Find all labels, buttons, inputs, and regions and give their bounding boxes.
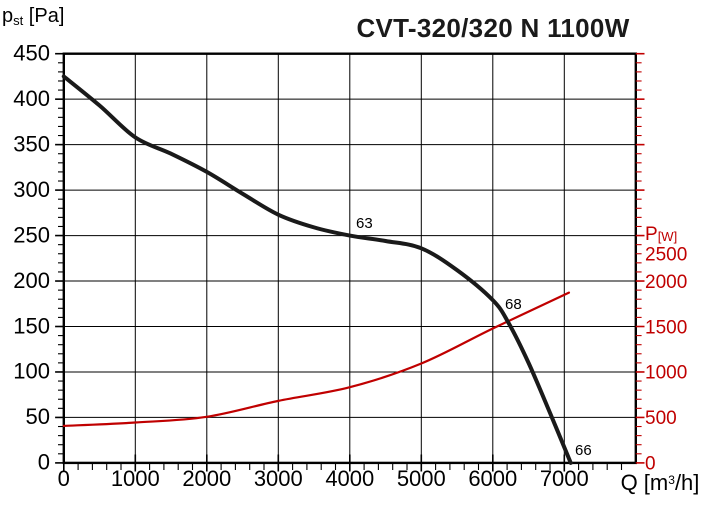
svg-text:CVT-320/320 N 1100W: CVT-320/320 N 1100W <box>356 13 629 43</box>
svg-text:2000: 2000 <box>182 466 231 491</box>
svg-text:0: 0 <box>38 450 50 475</box>
svg-text:250: 250 <box>13 222 50 247</box>
svg-text:63: 63 <box>356 215 373 232</box>
svg-text:150: 150 <box>13 313 50 338</box>
svg-text:3000: 3000 <box>254 466 303 491</box>
svg-text:66: 66 <box>575 442 592 459</box>
svg-text:pst [Pa]: pst [Pa] <box>2 5 64 28</box>
svg-text:4000: 4000 <box>325 466 374 491</box>
svg-text:0: 0 <box>58 466 70 491</box>
svg-text:2500: 2500 <box>645 245 687 266</box>
svg-text:7000: 7000 <box>540 466 589 491</box>
svg-text:5000: 5000 <box>397 466 446 491</box>
svg-text:6000: 6000 <box>468 466 517 491</box>
svg-text:68: 68 <box>505 296 522 313</box>
svg-text:1000: 1000 <box>111 466 160 491</box>
svg-text:0: 0 <box>645 454 656 475</box>
svg-text:450: 450 <box>13 41 50 66</box>
svg-text:350: 350 <box>13 131 50 156</box>
svg-text:300: 300 <box>13 177 50 202</box>
svg-text:P[W]: P[W] <box>645 224 677 245</box>
svg-text:50: 50 <box>26 404 50 429</box>
svg-text:Q [m3/h]: Q [m3/h] <box>621 470 700 495</box>
svg-text:2000: 2000 <box>645 272 687 293</box>
svg-text:500: 500 <box>645 408 677 429</box>
svg-text:400: 400 <box>13 86 50 111</box>
svg-text:200: 200 <box>13 268 50 293</box>
svg-text:100: 100 <box>13 359 50 384</box>
svg-text:1500: 1500 <box>645 317 687 338</box>
svg-text:1000: 1000 <box>645 363 687 384</box>
